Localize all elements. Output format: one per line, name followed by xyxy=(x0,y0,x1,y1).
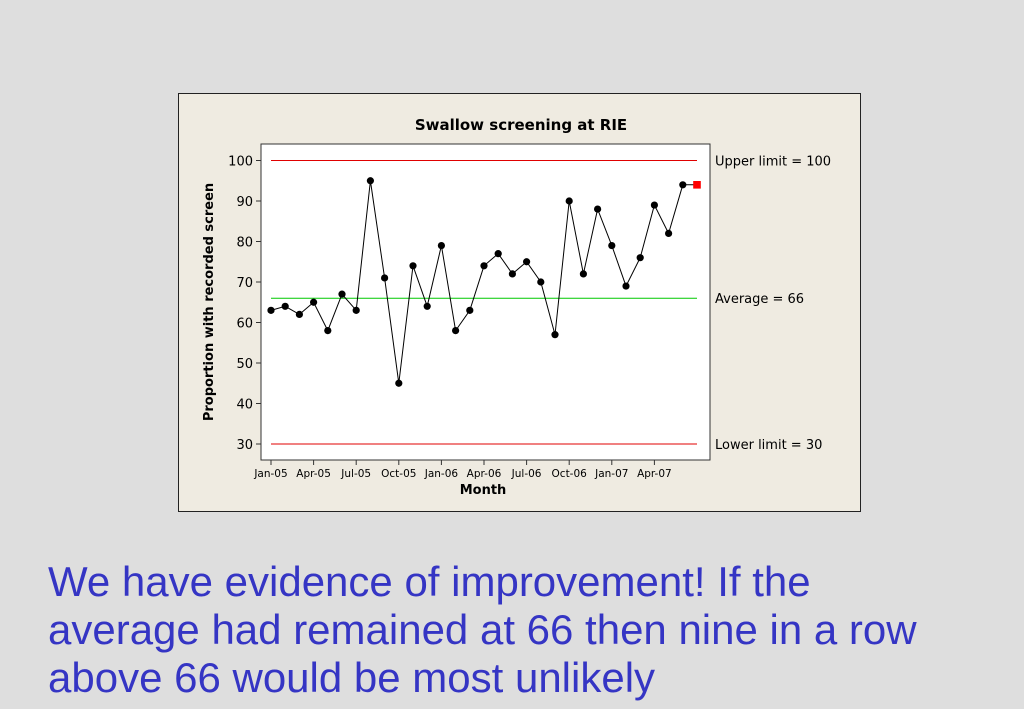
caption-line-2: average had remained at 66 then nine in … xyxy=(48,606,917,653)
data-point xyxy=(565,197,573,205)
x-tick-label: Oct-05 xyxy=(381,468,416,480)
data-point xyxy=(480,262,488,270)
y-tick-label: 100 xyxy=(228,155,253,170)
x-tick-label: Apr-05 xyxy=(296,468,331,480)
data-point xyxy=(665,229,673,237)
data-point xyxy=(324,327,332,335)
data-point xyxy=(650,201,658,209)
data-point xyxy=(466,306,474,314)
x-tick-label: Jul-06 xyxy=(511,468,542,480)
reference-lines: Upper limit = 100 Average = 66 Lower limit… xyxy=(271,155,831,453)
data-point xyxy=(395,379,403,387)
x-tick-label: Apr-06 xyxy=(467,468,502,480)
data-point xyxy=(423,302,431,310)
reference-line-label: Average = 66 xyxy=(715,292,804,307)
reference-line-label: Lower limit = 30 xyxy=(715,438,822,453)
data-point xyxy=(295,310,303,318)
x-tick-label: Apr-07 xyxy=(637,468,672,480)
data-point xyxy=(608,241,616,250)
data-point xyxy=(679,181,687,189)
reference-line-label: Upper limit = 100 xyxy=(715,155,831,170)
x-tick-label: Jul-05 xyxy=(340,468,371,480)
data-series xyxy=(267,177,701,387)
data-point xyxy=(494,250,502,258)
plot-area xyxy=(260,143,711,461)
y-tick-label: 50 xyxy=(236,357,253,372)
x-axis: Jan-05 Apr-05 Jul-05 Oct-05 Jan-06 Apr-06 Jul-… xyxy=(253,460,672,480)
x-tick-label: Jan-05 xyxy=(253,468,287,480)
data-point xyxy=(636,254,644,262)
caption-line-1: We have evidence of improvement! If the xyxy=(48,558,811,605)
data-point xyxy=(366,177,374,185)
chart-panel: Swallow screening at RIE Upper limit = 1… xyxy=(178,93,861,512)
y-tick-label: 60 xyxy=(236,317,253,332)
caption-line-3: above 66 would be most unlikely xyxy=(48,654,656,701)
data-point xyxy=(409,262,417,270)
data-point xyxy=(437,241,445,250)
data-point xyxy=(267,306,275,314)
data-point xyxy=(381,274,389,282)
x-tick-label: Jan-07 xyxy=(594,468,628,480)
data-point xyxy=(352,306,360,314)
data-point xyxy=(281,302,289,310)
data-point xyxy=(310,298,318,306)
y-tick-label: 40 xyxy=(236,398,253,413)
data-point xyxy=(579,270,587,278)
data-point xyxy=(338,290,346,298)
data-point xyxy=(523,258,531,266)
highlighted-point xyxy=(693,181,701,189)
x-tick-label: Oct-06 xyxy=(552,468,588,480)
y-tick-label: 80 xyxy=(236,236,253,251)
y-axis: 30 40 50 60 70 80 90 100 xyxy=(228,155,261,453)
y-tick-label: 70 xyxy=(236,276,253,291)
data-point xyxy=(551,331,559,339)
y-tick-label: 90 xyxy=(236,195,253,210)
caption-text: We have evidence of improvement! If the … xyxy=(48,558,1008,702)
x-axis-label: Month xyxy=(460,483,507,498)
data-point xyxy=(622,282,630,290)
x-tick-label: Jan-06 xyxy=(424,468,459,480)
chart-title: Swallow screening at RIE xyxy=(415,116,627,134)
data-point xyxy=(508,270,516,278)
data-point xyxy=(452,327,460,335)
data-point xyxy=(594,205,602,213)
control-chart: Swallow screening at RIE Upper limit = 1… xyxy=(202,116,831,498)
y-tick-label: 30 xyxy=(236,438,253,453)
y-axis-label: Proportion with recorded screen xyxy=(202,183,217,421)
data-point xyxy=(537,278,545,286)
